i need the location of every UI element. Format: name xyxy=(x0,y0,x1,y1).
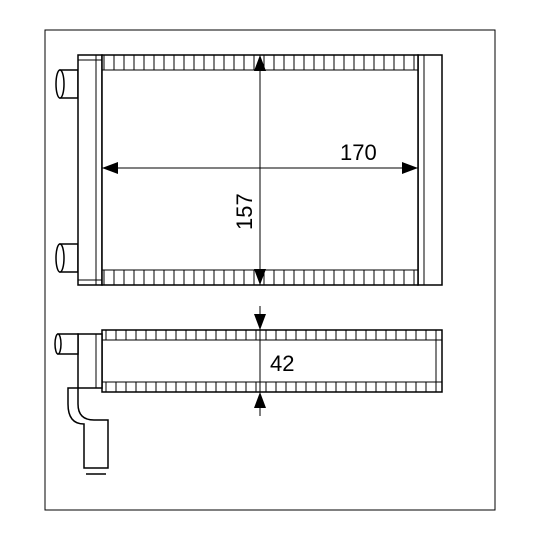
radiator-drawing: MAHLE xyxy=(0,0,540,540)
right-tank xyxy=(418,55,442,285)
thickness-label: 42 xyxy=(270,351,294,376)
left-tank xyxy=(78,55,102,285)
left-inlet-tubes xyxy=(56,70,78,272)
thickness-dimension: 42 xyxy=(254,306,294,416)
height-label: 157 xyxy=(232,193,257,230)
left-elbow xyxy=(55,334,108,474)
side-view: 42 xyxy=(55,306,442,474)
width-label: 170 xyxy=(340,140,377,165)
top-view: 170 157 xyxy=(56,55,442,285)
